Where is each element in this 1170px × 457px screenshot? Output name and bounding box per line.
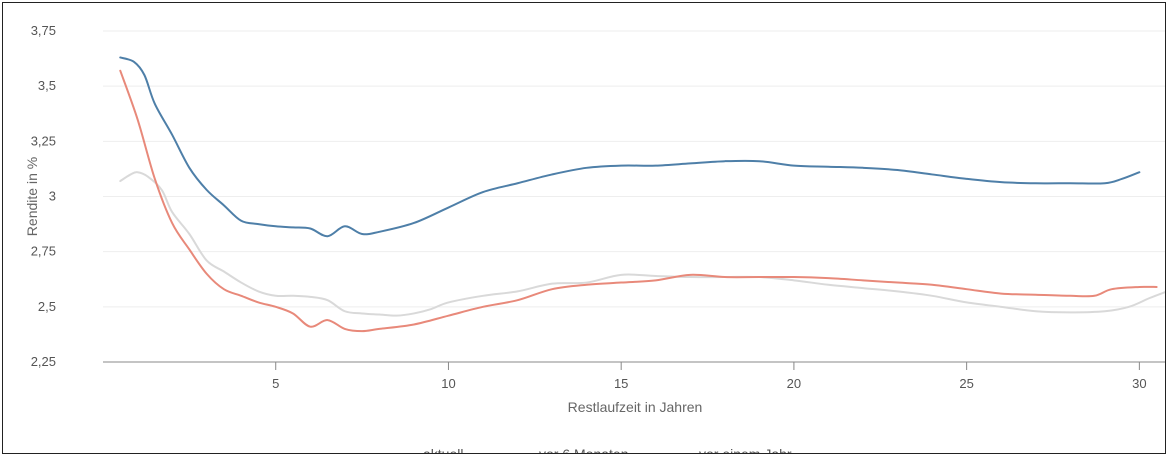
y-tick-label: 3,5: [38, 78, 56, 93]
y-tick-label: 3,25: [31, 133, 56, 148]
x-tick-label: 25: [959, 376, 973, 391]
legend-label-vor-6-monaten: vor 6 Monaten: [539, 446, 629, 454]
series-line-vor-6-monaten: [119, 56, 1141, 238]
x-tick-label: 20: [787, 376, 801, 391]
y-tick-label: 3,75: [31, 23, 56, 38]
x-axis-title: Restlaufzeit in Jahren: [568, 399, 703, 415]
y-axis-title: Rendite in %: [24, 157, 40, 236]
x-tick-label: 10: [441, 376, 455, 391]
legend-label-aktuell: aktuell: [423, 446, 463, 454]
x-tick-label: 15: [614, 376, 628, 391]
y-tick-label: 2,75: [31, 244, 56, 259]
yield-curve-chart: 2,25 2,5 2,75 3 3,25 3,5 3,75 5 10 15 20 25 30 Restla…: [24, 23, 1165, 454]
x-tick-label: 30: [1132, 376, 1146, 391]
y-tick-label: 2,5: [38, 299, 56, 314]
y-tick-label: 2,25: [31, 354, 56, 369]
y-tick-label: 3: [49, 189, 56, 204]
series-line-aktuell: [119, 69, 1158, 333]
x-tick-label: 5: [272, 376, 279, 391]
series-line-vor-einem-jahr: [119, 171, 1165, 317]
legend-label-vor-einem-jahr: vor einem Jahr: [699, 446, 792, 454]
